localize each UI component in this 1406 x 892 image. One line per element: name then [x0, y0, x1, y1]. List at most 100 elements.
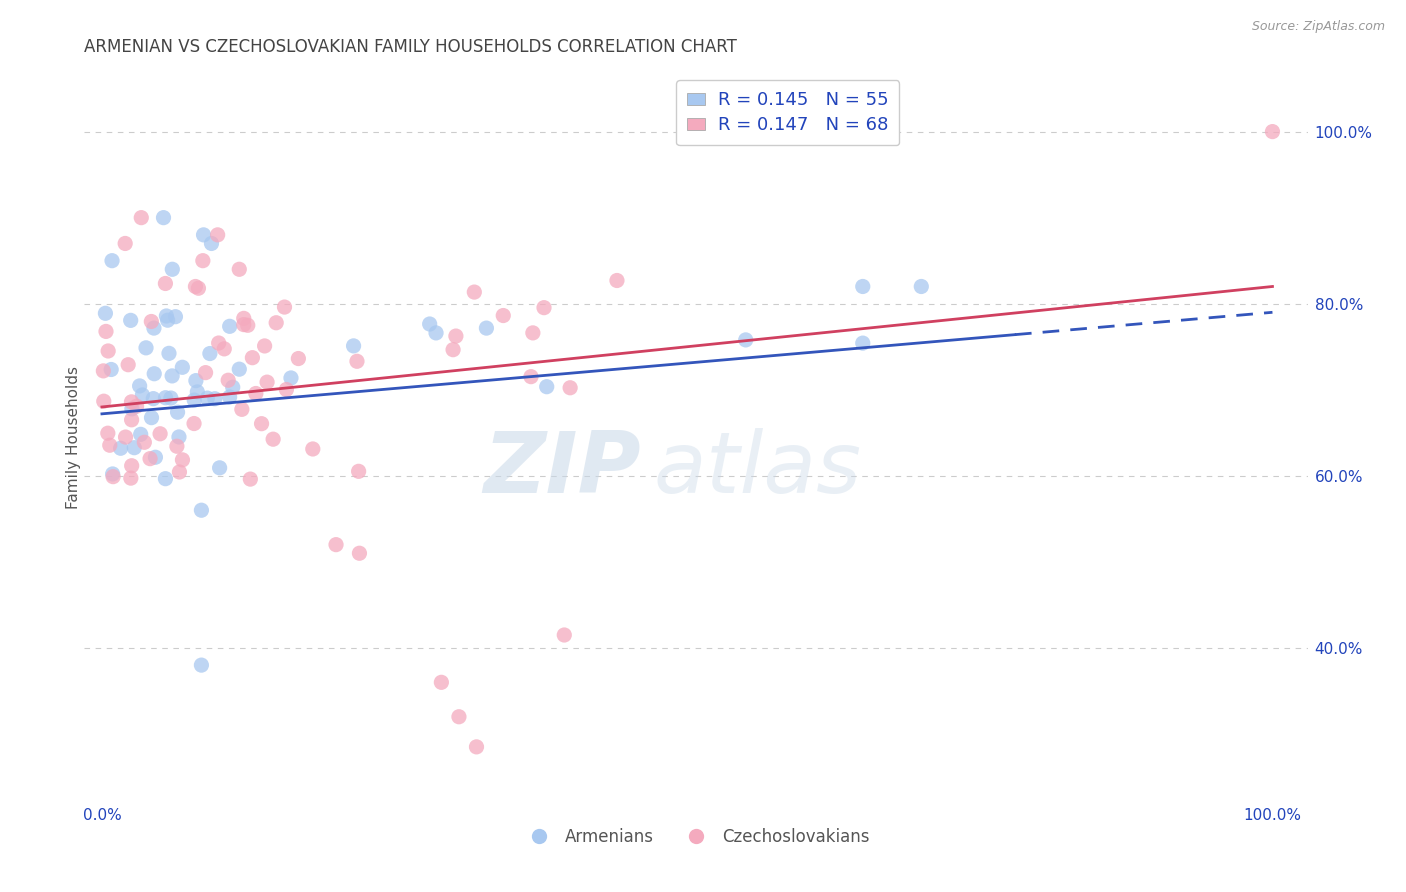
Point — [160, 368, 183, 383]
Point — [101, 467, 124, 481]
Point — [101, 469, 124, 483]
Point — [208, 460, 231, 475]
Point — [301, 442, 323, 456]
Point — [142, 321, 165, 335]
Point — [121, 413, 143, 427]
Legend: Armenians, Czechoslovakians: Armenians, Czechoslovakians — [515, 822, 877, 853]
Point — [110, 442, 132, 456]
Point — [425, 326, 447, 340]
Point — [191, 253, 214, 268]
Point — [200, 236, 222, 251]
Point — [152, 211, 174, 225]
Point — [165, 310, 187, 324]
Point — [184, 279, 207, 293]
Point — [145, 450, 167, 465]
Point — [94, 306, 117, 320]
Point — [262, 432, 284, 446]
Text: ARMENIAN VS CZECHOSLOVAKIAN FAMILY HOUSEHOLDS CORRELATION CHART: ARMENIAN VS CZECHOSLOVAKIAN FAMILY HOUSE… — [84, 38, 737, 56]
Point — [198, 346, 221, 360]
Point — [232, 318, 254, 332]
Point — [492, 309, 515, 323]
Point — [93, 364, 115, 378]
Point — [1261, 125, 1284, 139]
Point — [256, 375, 278, 389]
Point — [143, 367, 166, 381]
Point — [212, 342, 235, 356]
Point — [342, 339, 364, 353]
Point — [156, 313, 179, 327]
Point — [187, 281, 209, 295]
Point — [167, 430, 190, 444]
Point — [121, 401, 143, 416]
Point — [253, 339, 276, 353]
Point — [195, 391, 218, 405]
Point — [536, 380, 558, 394]
Point — [222, 380, 245, 394]
Point — [100, 362, 122, 376]
Point — [166, 439, 188, 453]
Point — [129, 211, 152, 225]
Point — [141, 410, 163, 425]
Point — [228, 262, 250, 277]
Point — [553, 628, 575, 642]
Point — [444, 329, 467, 343]
Point — [560, 381, 582, 395]
Point — [93, 394, 115, 409]
Point — [204, 392, 226, 406]
Point — [131, 388, 153, 402]
Point — [157, 346, 180, 360]
Point — [910, 279, 932, 293]
Point — [155, 309, 177, 323]
Point — [520, 369, 543, 384]
Point — [242, 351, 264, 365]
Point — [184, 374, 207, 388]
Point — [325, 538, 347, 552]
Point — [114, 430, 136, 444]
Point — [217, 373, 239, 387]
Point — [162, 262, 184, 277]
Point — [98, 438, 121, 452]
Point — [135, 341, 157, 355]
Text: ZIP: ZIP — [484, 428, 641, 511]
Point — [129, 427, 152, 442]
Point — [183, 417, 205, 431]
Point — [231, 402, 253, 417]
Text: Source: ZipAtlas.com: Source: ZipAtlas.com — [1251, 20, 1385, 33]
Point — [276, 383, 298, 397]
Point — [194, 366, 217, 380]
Point — [169, 465, 191, 479]
Point — [183, 393, 205, 408]
Point — [121, 395, 143, 409]
Point — [122, 441, 145, 455]
Point — [97, 343, 120, 358]
Point — [280, 371, 302, 385]
Point — [419, 317, 441, 331]
Point — [245, 386, 267, 401]
Point — [166, 405, 188, 419]
Point — [97, 426, 120, 441]
Point — [273, 300, 295, 314]
Point — [125, 399, 148, 413]
Point — [349, 546, 371, 560]
Point — [734, 333, 756, 347]
Point — [120, 313, 142, 327]
Y-axis label: Family Households: Family Households — [66, 366, 80, 508]
Point — [186, 384, 208, 399]
Text: atlas: atlas — [654, 428, 860, 511]
Point — [250, 417, 273, 431]
Point — [218, 390, 240, 404]
Point — [94, 325, 117, 339]
Point — [441, 343, 464, 357]
Point — [160, 391, 183, 405]
Point — [232, 311, 254, 326]
Point — [207, 227, 229, 242]
Point — [465, 739, 488, 754]
Point — [155, 277, 177, 291]
Point — [172, 360, 194, 375]
Point — [142, 392, 165, 406]
Point — [128, 379, 150, 393]
Point — [139, 451, 162, 466]
Point — [347, 464, 370, 478]
Point — [852, 279, 875, 293]
Point — [190, 503, 212, 517]
